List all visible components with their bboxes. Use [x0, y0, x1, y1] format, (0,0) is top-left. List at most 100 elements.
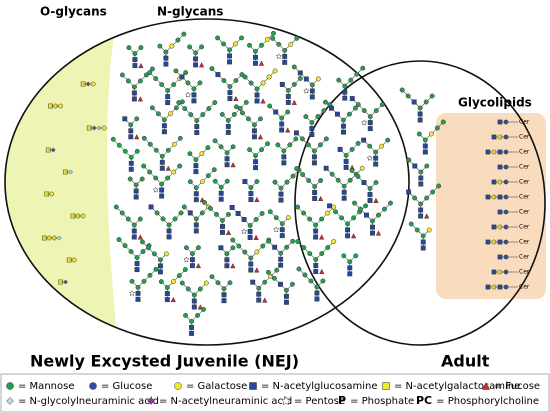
glcnac-symbol	[193, 62, 199, 68]
mannose-symbol	[151, 251, 157, 257]
mannose-symbol	[267, 209, 273, 215]
legend-label: = Pentose	[294, 396, 345, 407]
mannose-symbol	[158, 279, 164, 285]
ceramide-label: Cer	[519, 164, 530, 171]
mannose-symbol	[191, 292, 197, 298]
mannose-symbol	[175, 37, 181, 43]
mannose-symbol	[358, 206, 363, 212]
mannose-symbol	[193, 216, 199, 222]
mannose-symbol	[355, 140, 361, 146]
galactose-symbol	[174, 382, 182, 390]
mannose-symbol	[199, 44, 205, 50]
fucose-symbol	[165, 165, 171, 171]
glcnac-symbol	[221, 298, 227, 304]
glcnac-symbol	[193, 169, 199, 175]
mannose-symbol	[212, 138, 218, 144]
glcnac-symbol	[327, 203, 333, 209]
mannose-symbol	[353, 253, 359, 259]
fucose-symbol	[260, 98, 266, 104]
mannose-symbol	[254, 179, 260, 184]
galactose-symbol	[260, 80, 266, 86]
glcnac-symbol	[218, 245, 224, 251]
fucose-symbol	[137, 234, 143, 240]
galactose-symbol	[428, 131, 434, 137]
galnac-symbol	[382, 382, 390, 390]
mannose-symbol	[187, 179, 193, 185]
mannose-symbol	[189, 318, 195, 324]
mannose-symbol	[218, 144, 224, 150]
mannose-symbol	[321, 108, 327, 114]
mannose-symbol	[179, 280, 185, 286]
mannose-symbol	[318, 178, 324, 183]
mannose-symbol	[414, 227, 420, 233]
mannose-symbol	[209, 274, 215, 280]
mannose-symbol	[282, 47, 288, 53]
glcnac-symbol	[254, 98, 260, 104]
glcnac-symbol	[131, 90, 137, 96]
mannose-symbol	[129, 278, 135, 284]
mannose-symbol	[399, 87, 405, 93]
galactose-symbol	[254, 249, 260, 255]
mannose-symbol	[219, 111, 225, 117]
mannose-symbol	[436, 183, 442, 189]
mannose-symbol	[206, 106, 212, 112]
mannose-symbol	[290, 173, 296, 179]
mannose-symbol	[367, 143, 373, 149]
glcnac-symbol	[285, 93, 291, 99]
fucose-symbol	[257, 134, 264, 140]
ceramide-label: Cer	[519, 284, 530, 291]
mannose-symbol	[141, 163, 147, 169]
mannose-symbol	[333, 209, 339, 215]
neugc-symbol	[6, 397, 14, 405]
legend-label: = N-acetylglucosamine	[261, 381, 377, 392]
mannose-symbol	[349, 146, 355, 152]
mannose-symbol	[299, 136, 305, 142]
glcnac-symbol	[313, 234, 319, 240]
glcnac-symbol	[159, 165, 165, 171]
glcnac-symbol	[309, 88, 315, 94]
mannose-symbol	[322, 99, 328, 105]
fucose-symbol	[225, 229, 232, 235]
mannose-symbol	[253, 217, 259, 222]
legend-label: = Phosphate	[350, 396, 414, 407]
adult-label: Adult	[441, 352, 490, 371]
glcnac-symbol	[309, 132, 315, 138]
glcnac-symbol	[256, 297, 262, 303]
fucose-symbol	[254, 196, 260, 202]
glcnac-symbol	[193, 222, 199, 228]
mannose-symbol	[176, 100, 182, 106]
pentose-symbol	[275, 53, 282, 59]
mannose-symbol	[417, 105, 423, 111]
mannose-symbol	[291, 64, 297, 70]
glcnac-symbol	[248, 197, 254, 202]
glcnac-symbol	[224, 263, 230, 269]
mannose-symbol	[278, 185, 284, 191]
mannose-symbol	[311, 148, 317, 154]
mannose-symbol	[308, 278, 314, 284]
galactose-symbol	[171, 169, 177, 175]
glcnac-symbol	[165, 100, 171, 106]
mannose-symbol	[141, 135, 147, 141]
mannose-symbol	[354, 71, 360, 77]
mannose-symbol	[259, 42, 264, 48]
mannose-symbol	[211, 167, 217, 173]
mannose-symbol	[239, 35, 245, 41]
neugc-symbol	[96, 125, 102, 131]
mannose-symbol	[388, 200, 393, 206]
mannose-symbol	[313, 222, 319, 228]
glcnac-symbol	[248, 267, 254, 273]
glcnac-symbol	[340, 129, 346, 135]
mannose-symbol	[346, 111, 352, 117]
pentose-symbol	[303, 87, 310, 94]
mannose-symbol	[355, 102, 361, 108]
mannose-symbol	[430, 189, 436, 195]
glcnac-symbol	[220, 223, 225, 229]
mannose-symbol	[271, 275, 277, 281]
glcnac-symbol	[420, 239, 426, 245]
mannose-symbol	[197, 80, 203, 86]
mannose-symbol	[291, 81, 297, 87]
glcnac-symbol	[247, 235, 253, 240]
glcnac-symbol	[159, 159, 165, 165]
mannose-symbol	[239, 110, 245, 116]
glcnac-symbol	[253, 159, 259, 165]
